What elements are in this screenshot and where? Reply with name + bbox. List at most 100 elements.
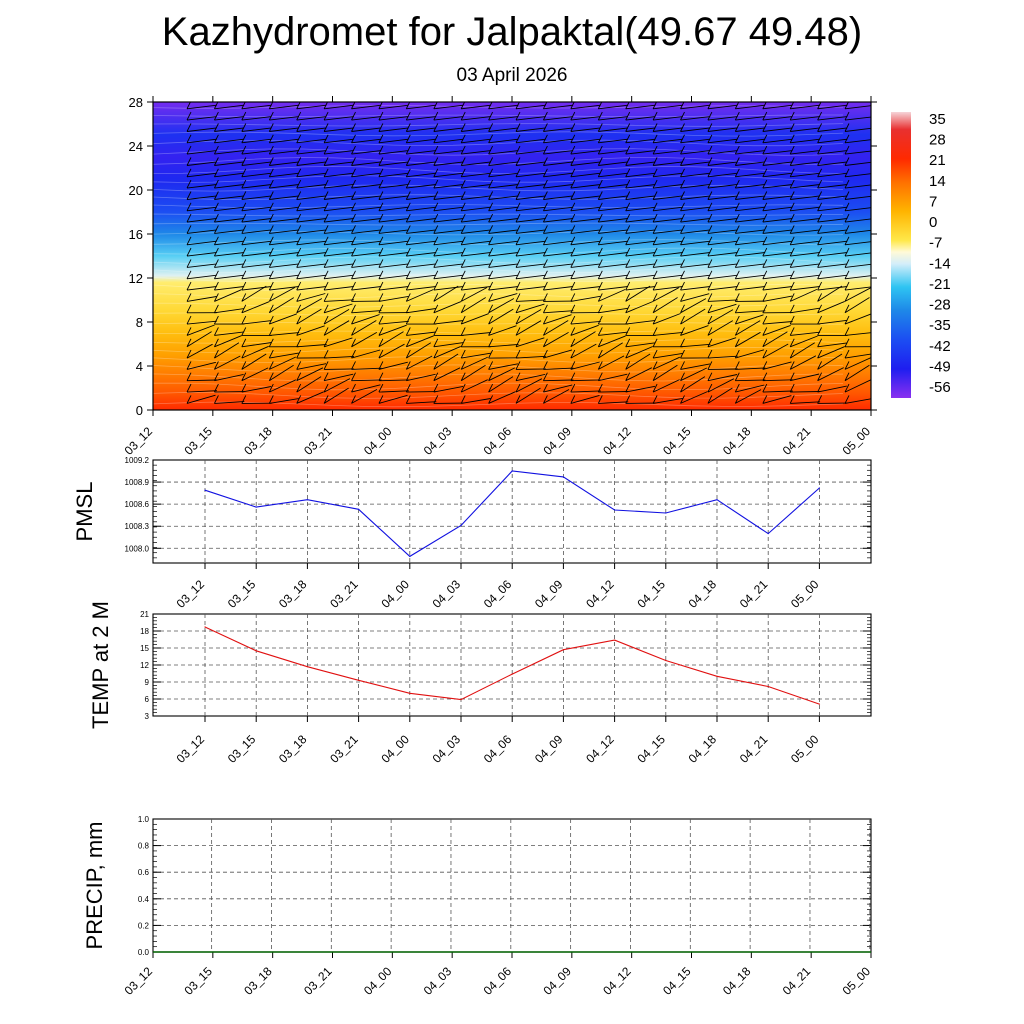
temp-data-point — [358, 679, 360, 681]
wind-barb — [680, 298, 707, 314]
wind-barb — [296, 179, 327, 189]
wind-barb — [707, 191, 738, 200]
wind-barb — [186, 383, 218, 393]
wind-barb — [351, 168, 382, 178]
wind-barb — [817, 213, 848, 223]
wind-barb — [762, 259, 793, 268]
wind-barb — [488, 213, 519, 223]
wind-barb — [680, 308, 706, 325]
wind-barb — [625, 259, 656, 268]
wind-barb — [405, 335, 434, 348]
temp-data-point — [665, 659, 667, 662]
wind-barb — [734, 247, 766, 257]
wind-barb — [378, 315, 409, 325]
wind-barb — [597, 327, 629, 336]
wind-barb — [789, 259, 820, 268]
wind-barb — [597, 315, 629, 325]
wind-barb — [515, 247, 546, 257]
wind-barb — [460, 281, 491, 291]
wind-barb — [515, 361, 547, 370]
wind-barb — [570, 281, 601, 291]
wind-barb — [488, 168, 519, 178]
wind-barb — [378, 202, 409, 212]
wind-barb — [844, 259, 871, 268]
wind-barb — [405, 134, 437, 144]
wind-barb — [186, 324, 215, 336]
wind-barb — [433, 345, 461, 359]
wind-barb — [296, 145, 327, 155]
wind-barb — [652, 225, 683, 234]
wind-barb — [515, 168, 546, 178]
contour-line — [153, 213, 844, 217]
wind-barb — [213, 355, 241, 370]
pmsl-data-point — [562, 476, 565, 478]
wind-barb — [186, 343, 213, 359]
contour-line — [153, 382, 844, 391]
temp-y-tick-label: 18 — [140, 627, 149, 636]
wind-barb — [378, 304, 409, 314]
temp-x-tick-label: 04_15 — [634, 732, 668, 766]
wind-barb — [213, 202, 245, 212]
wind-barb — [268, 327, 300, 336]
wind-barb — [625, 111, 656, 121]
wind-barb — [762, 191, 793, 200]
wind-barb — [680, 191, 711, 200]
wind-barb — [570, 324, 599, 336]
wind-barb — [488, 325, 517, 336]
wind-barb — [460, 191, 491, 200]
contour-line — [153, 184, 844, 192]
wind-barb — [186, 145, 217, 155]
wind-barb — [433, 353, 459, 370]
wind-barb — [542, 383, 573, 393]
wind-barb — [296, 281, 327, 291]
wind-barb — [405, 315, 437, 325]
wind-barb — [707, 236, 738, 246]
wind-barb — [515, 179, 546, 189]
wind-barb — [680, 168, 711, 178]
wind-barb — [789, 281, 820, 291]
precip-x-tick-label: 04_21 — [780, 964, 814, 998]
wind-barb — [186, 123, 217, 132]
heatmap-y-tick-label: 28 — [129, 95, 143, 110]
precip-y-axis-label: PRECIP, mm — [82, 822, 107, 950]
wind-barb — [186, 225, 217, 234]
precip-x-tick-label: 04_18 — [720, 964, 754, 998]
wind-barb — [762, 395, 792, 404]
wind-barb — [268, 225, 300, 234]
temp-data-point — [562, 649, 565, 651]
wind-barb — [707, 303, 737, 314]
wind-barb — [405, 145, 437, 155]
wind-barb — [323, 202, 354, 212]
wind-barb — [405, 281, 437, 291]
wind-barb — [323, 320, 350, 336]
wind-barb — [351, 191, 382, 200]
wind-barb — [680, 134, 711, 144]
wind-barb — [378, 111, 409, 121]
wind-barb — [625, 202, 656, 212]
pmsl-data-point — [306, 499, 308, 501]
colorbar-label: -14 — [929, 255, 951, 272]
wind-barb — [680, 111, 711, 121]
wind-barb — [762, 324, 791, 336]
wind-barb — [213, 383, 245, 393]
pmsl-x-tick-label: 04_00 — [378, 577, 412, 611]
wind-barb — [378, 247, 409, 257]
wind-barb — [844, 247, 871, 257]
contour-line — [153, 364, 844, 373]
wind-barb — [405, 259, 437, 268]
wind-barb — [844, 357, 871, 370]
wind-barb — [433, 338, 464, 348]
wind-barb — [844, 287, 871, 302]
wind-barb — [652, 123, 683, 132]
temp-x-tick-label: 04_12 — [583, 732, 617, 766]
wind-barb — [488, 145, 519, 155]
wind-barb — [213, 289, 242, 302]
wind-barb — [652, 338, 684, 348]
wind-barb — [186, 361, 217, 370]
wind-barb — [378, 134, 409, 144]
temp-x-tick-label: 03_21 — [327, 732, 361, 766]
wind-barb — [405, 111, 437, 121]
colorbar-label: -49 — [929, 358, 951, 375]
contour-line — [153, 194, 844, 201]
wind-barb — [762, 247, 793, 257]
